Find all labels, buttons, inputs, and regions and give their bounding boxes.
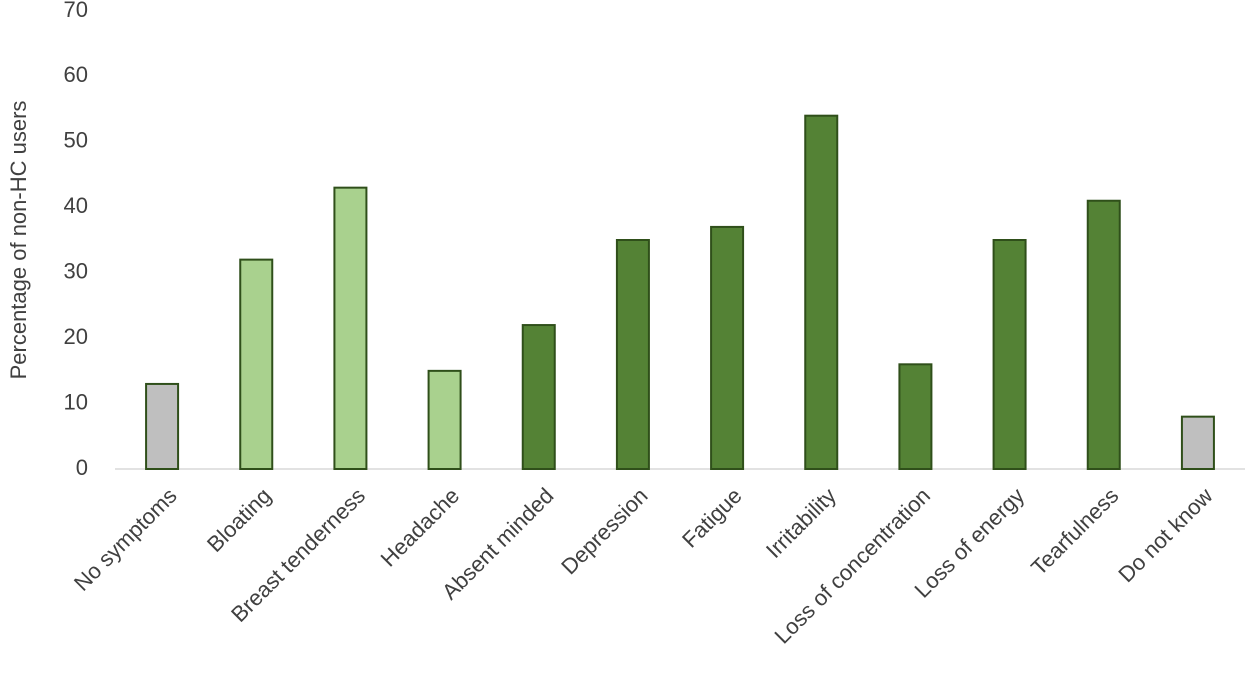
y-tick-label: 20 <box>64 324 88 349</box>
y-tick-label: 30 <box>64 259 88 284</box>
x-tick-label: Headache <box>376 483 465 572</box>
bar <box>898 363 933 471</box>
y-tick-label: 50 <box>64 128 88 153</box>
x-tick-label: Irritability <box>761 483 841 563</box>
y-tick-label: 40 <box>64 193 88 218</box>
y-tick-label: 70 <box>64 0 88 22</box>
x-tick-label: No symptoms <box>69 483 182 596</box>
x-tick-label: Bloating <box>202 483 276 557</box>
bar <box>521 324 556 470</box>
bar <box>804 114 839 471</box>
bar <box>1180 415 1215 470</box>
bar <box>710 225 745 470</box>
bar <box>615 239 650 470</box>
y-tick-label: 10 <box>64 389 88 414</box>
bar <box>145 382 180 471</box>
x-tick-label: Tearfulness <box>1026 483 1123 580</box>
x-tick-label: Loss of concentration <box>769 483 935 649</box>
bar <box>239 258 274 470</box>
bar <box>333 186 368 471</box>
y-axis-label: Percentage of non-HC users <box>6 101 31 380</box>
bar <box>992 239 1027 470</box>
y-tick-label: 0 <box>76 455 88 480</box>
x-tick-label: Fatigue <box>677 483 747 553</box>
y-tick-label: 60 <box>64 62 88 87</box>
x-tick-label: Depression <box>556 483 652 579</box>
bar <box>1086 199 1121 470</box>
x-tick-label: Do not know <box>1113 483 1217 587</box>
bar <box>427 369 462 471</box>
